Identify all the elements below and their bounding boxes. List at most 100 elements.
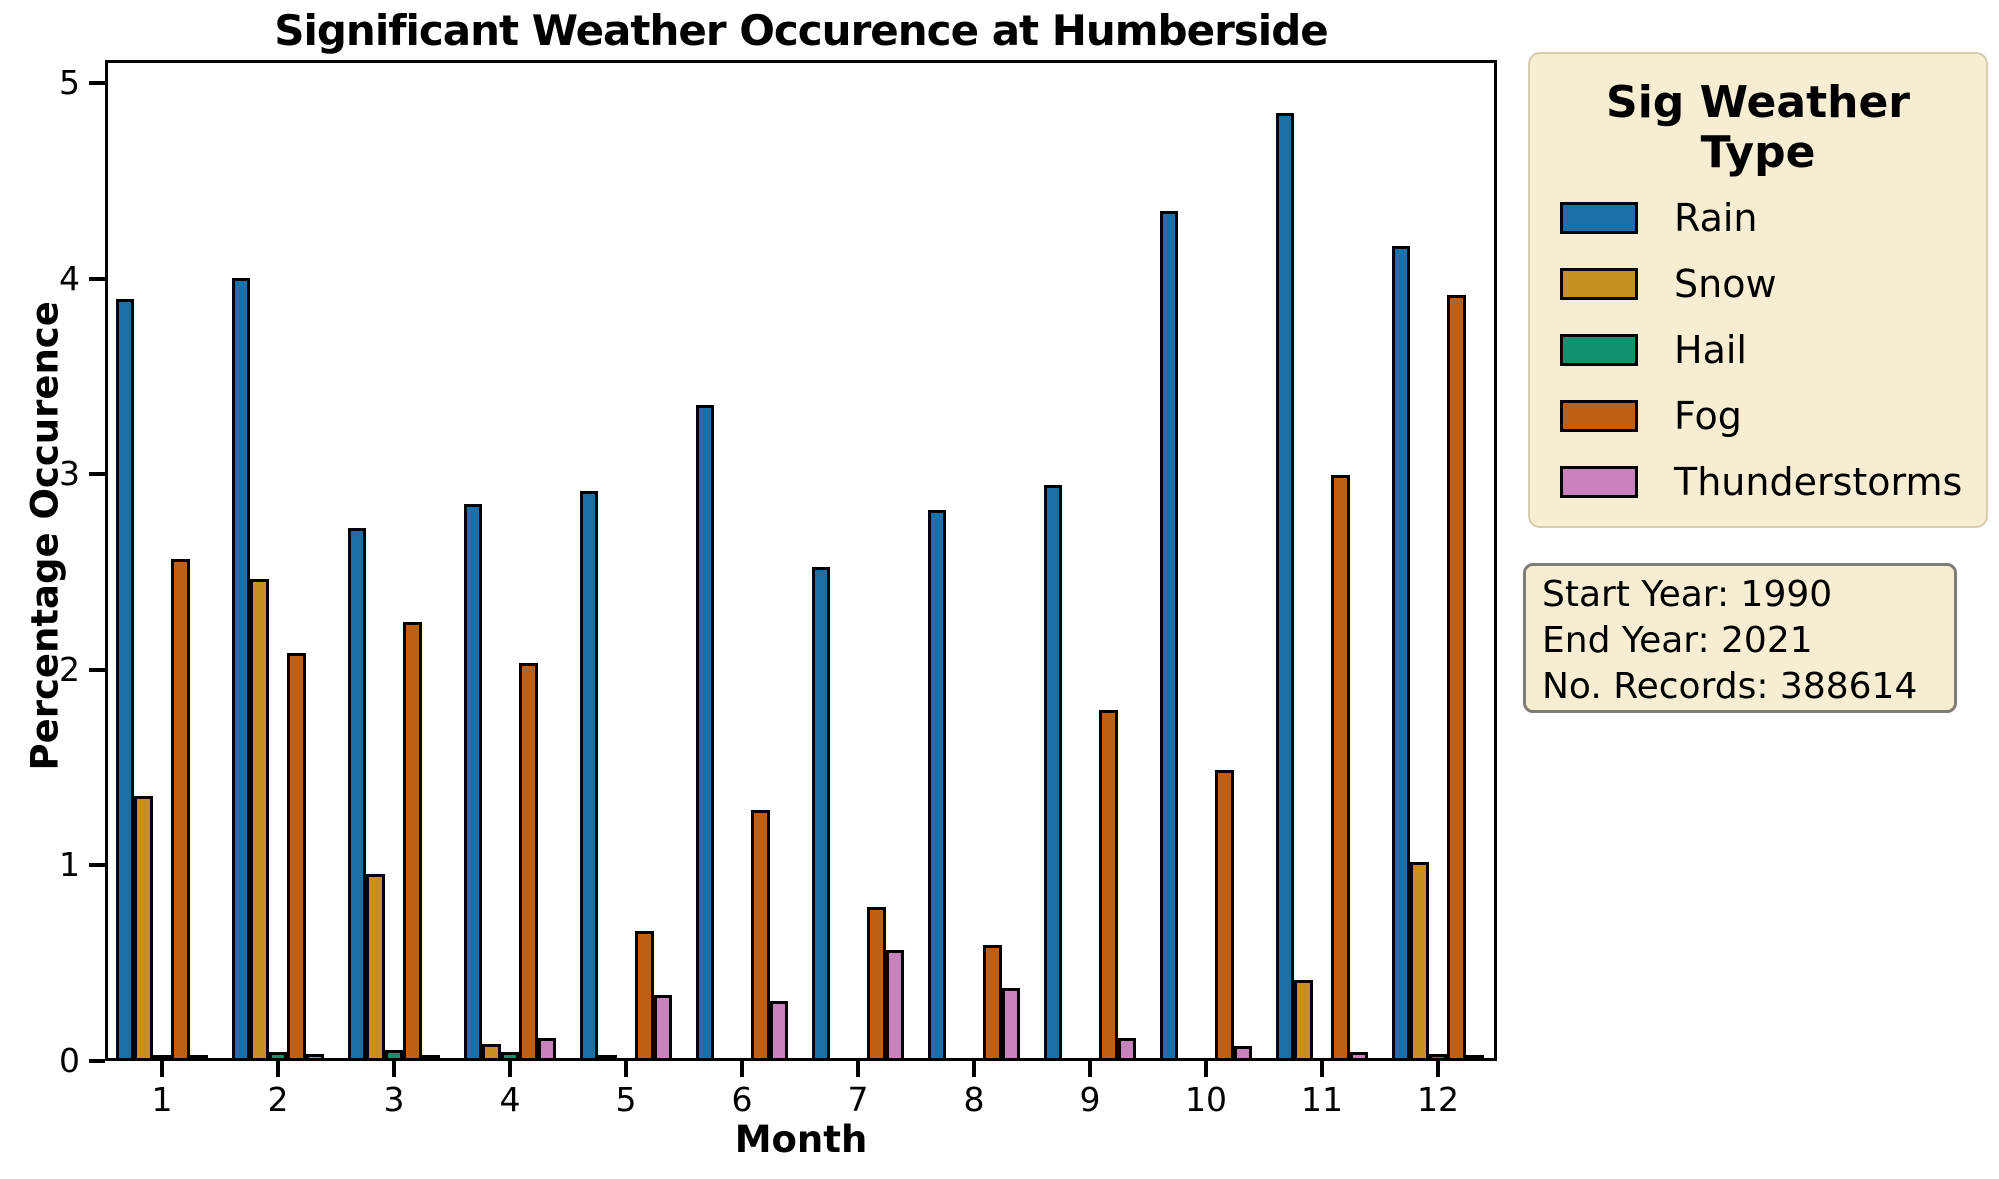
- x-tick-mark-7: [856, 1061, 860, 1077]
- bar-snow-month-2: [250, 579, 269, 1058]
- legend-swatch-fog: [1560, 400, 1638, 432]
- x-tick-mark-2: [276, 1061, 280, 1077]
- bar-rain-month-10: [1159, 211, 1179, 1058]
- bar-fog-month-12: [1447, 295, 1466, 1058]
- y-tick-mark-0: [89, 1059, 105, 1063]
- legend-swatch-rain: [1560, 202, 1638, 234]
- bar-rain-month-5: [579, 491, 599, 1058]
- bar-fog-month-4: [519, 663, 538, 1058]
- bar-group-month-4: [463, 504, 557, 1058]
- legend-label-hail: Hail: [1674, 328, 1747, 372]
- bar-group-month-7: [811, 567, 905, 1058]
- bar-rain-month-3: [347, 528, 367, 1058]
- bar-snow-month-5: [598, 1055, 617, 1058]
- y-tick-label-2: 2: [59, 649, 80, 689]
- bar-thunderstorms-month-8: [1001, 988, 1021, 1058]
- bar-hail-month-4: [500, 1052, 520, 1058]
- bar-hail-month-12: [1428, 1054, 1448, 1058]
- plot-area: [105, 60, 1497, 1061]
- bar-snow-month-3: [366, 874, 385, 1058]
- bar-group-month-6: [695, 405, 789, 1058]
- bar-thunderstorms-month-3: [421, 1055, 441, 1058]
- bar-thunderstorms-month-4: [537, 1038, 557, 1058]
- bar-rain-month-4: [463, 504, 483, 1058]
- bar-fog-month-7: [867, 907, 886, 1058]
- y-tick-mark-1: [89, 863, 105, 868]
- y-tick-label-5: 5: [59, 63, 80, 102]
- x-tick-label-3: 3: [383, 1080, 405, 1119]
- info-records: No. Records: 388614: [1542, 666, 1918, 707]
- bar-fog-month-6: [751, 810, 770, 1058]
- bar-hail-month-1: [152, 1055, 172, 1058]
- x-tick-label-11: 11: [1301, 1080, 1343, 1119]
- chart-title: Significant Weather Occurence at Humbers…: [274, 6, 1329, 55]
- bar-group-month-12: [1391, 246, 1485, 1058]
- bar-rain-month-2: [231, 278, 251, 1058]
- bar-thunderstorms-month-2: [305, 1054, 325, 1058]
- x-tick-label-12: 12: [1417, 1080, 1459, 1119]
- y-tick-mark-5: [89, 81, 105, 85]
- legend-entry-hail: Hail: [1560, 328, 1986, 372]
- x-tick-mark-5: [624, 1061, 628, 1077]
- bar-rain-month-9: [1043, 485, 1063, 1058]
- bar-thunderstorms-month-11: [1349, 1052, 1369, 1058]
- legend-entries: Rain Snow Hail Fog Thunderstorms: [1560, 196, 1986, 504]
- bar-rain-month-1: [115, 299, 135, 1058]
- x-tick-label-5: 5: [615, 1080, 637, 1119]
- bar-rain-month-12: [1391, 246, 1411, 1058]
- y-tick-label-3: 3: [59, 454, 80, 494]
- bar-thunderstorms-month-5: [653, 995, 673, 1058]
- bar-fog-month-10: [1215, 770, 1234, 1058]
- bar-fog-month-9: [1099, 710, 1118, 1058]
- legend-label-fog: Fog: [1674, 394, 1742, 438]
- legend-swatch-hail: [1560, 334, 1638, 366]
- y-axis-label: Percentage Occurence: [23, 301, 67, 771]
- bar-rain-month-7: [811, 567, 831, 1058]
- y-tick-label-0: 0: [59, 1041, 80, 1080]
- x-tick-label-2: 2: [267, 1080, 289, 1119]
- legend: Sig Weather Type Rain Snow Hail Fog Thunders…: [1528, 52, 1988, 528]
- bar-thunderstorms-month-1: [189, 1055, 209, 1058]
- bar-snow-month-12: [1410, 862, 1429, 1058]
- bar-rain-month-6: [695, 405, 715, 1058]
- legend-label-rain: Rain: [1674, 196, 1758, 240]
- x-tick-mark-9: [1088, 1061, 1092, 1077]
- bar-fog-month-1: [171, 559, 190, 1058]
- x-axis-label: Month: [734, 1118, 868, 1161]
- bar-thunderstorms-month-12: [1465, 1055, 1485, 1058]
- legend-label-thunderstorms: Thunderstorms: [1674, 460, 1963, 504]
- y-tick-mark-2: [89, 667, 105, 672]
- legend-entry-rain: Rain: [1560, 196, 1986, 240]
- bar-thunderstorms-month-7: [885, 950, 905, 1058]
- bar-hail-month-2: [268, 1052, 288, 1058]
- bar-group-month-1: [115, 299, 209, 1058]
- x-tick-mark-12: [1436, 1061, 1440, 1077]
- x-tick-mark-8: [972, 1061, 976, 1077]
- x-tick-label-6: 6: [731, 1080, 753, 1119]
- x-tick-label-9: 9: [1079, 1080, 1101, 1119]
- bar-fog-month-8: [983, 945, 1002, 1058]
- x-tick-mark-4: [508, 1061, 512, 1077]
- bar-group-month-2: [231, 278, 325, 1058]
- legend-entry-snow: Snow: [1560, 262, 1986, 306]
- legend-entry-thunderstorms: Thunderstorms: [1560, 460, 1986, 504]
- bar-thunderstorms-month-10: [1233, 1046, 1253, 1058]
- x-tick-mark-3: [392, 1061, 396, 1077]
- bar-snow-month-11: [1294, 980, 1313, 1058]
- legend-entry-fog: Fog: [1560, 394, 1986, 438]
- legend-swatch-snow: [1560, 268, 1638, 300]
- info-end-year: End Year: 2021: [1542, 620, 1813, 661]
- bar-fog-month-11: [1331, 475, 1350, 1058]
- y-tick-mark-4: [89, 276, 105, 281]
- y-tick-label-4: 4: [59, 258, 80, 298]
- info-box: Start Year: 1990 End Year: 2021 No. Reco…: [1523, 563, 1957, 713]
- x-tick-label-10: 10: [1185, 1080, 1227, 1119]
- x-tick-label-8: 8: [963, 1080, 985, 1119]
- bar-snow-month-4: [482, 1044, 501, 1058]
- x-tick-label-1: 1: [151, 1080, 173, 1119]
- info-start-year: Start Year: 1990: [1542, 574, 1833, 615]
- legend-swatch-thunderstorms: [1560, 466, 1638, 498]
- bar-group-month-11: [1275, 113, 1369, 1058]
- bar-group-month-3: [347, 528, 441, 1058]
